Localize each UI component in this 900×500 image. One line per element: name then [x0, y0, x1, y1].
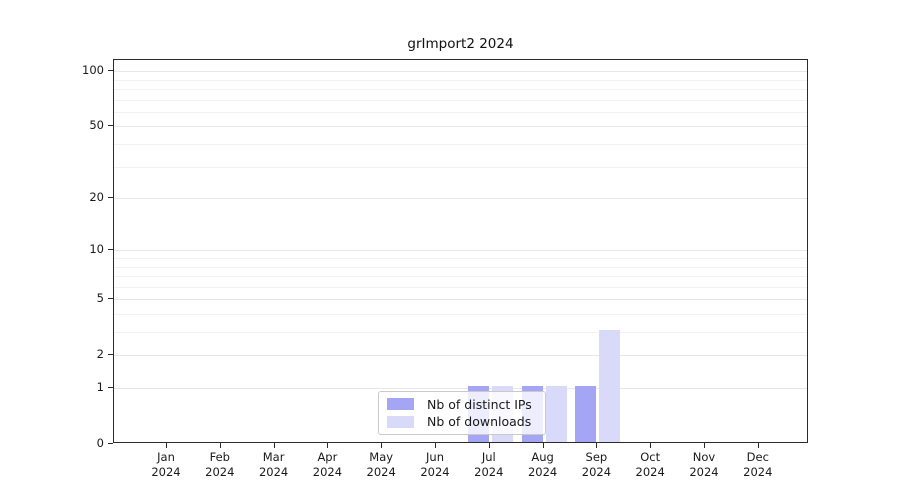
y-tick-label-5: 5 — [96, 291, 104, 306]
legend-item-label: Nb of downloads — [427, 414, 532, 430]
x-tick-month-mar: Mar — [262, 450, 285, 464]
x-tick-year-apr: 2024 — [312, 465, 343, 479]
x-tick-label-apr: Apr 2024 — [299, 450, 355, 480]
x-tick-mark-may — [381, 443, 383, 448]
y-tick-mark-0 — [108, 443, 113, 444]
x-tick-label-jun: Jun 2024 — [407, 450, 463, 480]
y-tick-mark-100 — [108, 70, 113, 72]
x-tick-year-sep: 2024 — [581, 465, 612, 479]
x-tick-label-may: May 2024 — [353, 450, 409, 480]
gridline-major-2 — [114, 355, 807, 357]
gridline-minor-7 — [114, 276, 807, 277]
x-tick-month-jan: Jan — [157, 450, 175, 464]
chart-title: grImport2 2024 — [407, 36, 514, 52]
x-tick-label-oct: Oct 2024 — [622, 450, 678, 480]
x-tick-month-may: May — [369, 450, 394, 464]
gridline-major-50 — [114, 126, 807, 128]
x-tick-month-sep: Sep — [585, 450, 608, 464]
x-tick-month-apr: Apr — [317, 450, 338, 464]
x-tick-label-aug: Aug 2024 — [515, 450, 571, 480]
gridline-minor-6 — [114, 286, 807, 288]
x-tick-month-jun: Jun — [426, 450, 444, 464]
gridline-minor-80 — [114, 89, 807, 90]
y-tick-label-1: 1 — [96, 380, 104, 394]
x-tick-year-jan: 2024 — [151, 465, 181, 479]
x-tick-label-jul: Jul 2024 — [461, 450, 517, 480]
x-tick-year-jul: 2024 — [474, 465, 504, 479]
legend-swatch-nb-of-distinct-ips — [387, 398, 414, 411]
gridline-minor-90 — [114, 79, 807, 81]
x-tick-mark-jan — [166, 443, 167, 448]
x-tick-year-oct: 2024 — [635, 465, 665, 479]
x-tick-label-sep: Sep 2024 — [568, 450, 624, 480]
bar-nb-of-distinct-ips-sep — [575, 386, 597, 442]
y-tick-label-0: 0 — [96, 436, 104, 450]
bar-nb-of-downloads-aug — [545, 386, 567, 442]
x-tick-month-jul: Jul — [481, 450, 496, 464]
legend-swatch-nb-of-downloads — [387, 415, 414, 428]
x-tick-mark-oct — [650, 443, 652, 448]
gridline-minor-9 — [114, 258, 807, 259]
x-tick-mark-feb — [219, 443, 221, 448]
gridline-minor-40 — [114, 144, 807, 145]
x-tick-month-aug: Aug — [531, 450, 554, 464]
x-tick-mark-mar — [273, 443, 275, 448]
x-tick-label-mar: Mar 2024 — [246, 450, 302, 480]
y-tick-mark-20 — [108, 197, 113, 199]
x-tick-month-oct: Oct — [640, 450, 661, 464]
x-tick-month-dec: Dec — [746, 450, 769, 464]
y-tick-mark-2 — [108, 354, 113, 356]
gridline-minor-8 — [114, 266, 807, 268]
x-tick-mark-jul — [488, 443, 490, 448]
gridline-minor-60 — [114, 111, 807, 113]
x-tick-year-jun: 2024 — [420, 465, 450, 479]
y-tick-mark-50 — [108, 125, 113, 127]
x-tick-year-feb: 2024 — [205, 465, 235, 479]
legend-item-nb-of-downloads: Nb of downloads — [387, 414, 537, 429]
y-tick-mark-1 — [108, 387, 113, 388]
x-tick-year-aug: 2024 — [527, 465, 558, 479]
x-tick-mark-sep — [596, 443, 598, 448]
x-tick-year-mar: 2024 — [258, 465, 289, 479]
x-tick-label-feb: Feb 2024 — [192, 450, 248, 480]
x-tick-label-dec: Dec 2024 — [730, 450, 786, 480]
gridline-major-20 — [114, 198, 807, 200]
x-tick-mark-aug — [542, 443, 544, 448]
x-tick-mark-nov — [704, 443, 705, 448]
plot-area — [113, 59, 808, 443]
y-tick-mark-5 — [108, 298, 113, 300]
y-tick-label-2: 2 — [96, 347, 104, 362]
y-tick-label-50: 50 — [89, 118, 104, 133]
legend-item-label: Nb of distinct IPs — [427, 396, 532, 412]
x-tick-year-may: 2024 — [366, 465, 396, 479]
x-tick-year-dec: 2024 — [743, 465, 773, 479]
legend: Nb of distinct IPs Nb of downloads — [378, 391, 546, 435]
x-tick-label-jan: Jan 2024 — [138, 450, 194, 480]
gridline-major-10 — [114, 250, 807, 252]
x-tick-year-nov: 2024 — [689, 465, 719, 479]
x-tick-mark-dec — [757, 443, 759, 448]
gridline-major-100 — [114, 71, 807, 73]
gridline-minor-3 — [114, 332, 807, 333]
gridline-minor-30 — [114, 166, 807, 168]
x-tick-month-feb: Feb — [209, 450, 230, 464]
x-tick-mark-jun — [435, 443, 436, 448]
legend-item-nb-of-distinct-ips: Nb of distinct IPs — [387, 397, 537, 412]
x-tick-label-nov: Nov 2024 — [676, 450, 732, 480]
y-tick-mark-10 — [108, 249, 113, 251]
x-tick-mark-apr — [327, 443, 329, 448]
gridline-minor-4 — [114, 314, 807, 315]
bar-nb-of-downloads-sep — [599, 330, 621, 442]
y-tick-label-20: 20 — [89, 190, 104, 205]
gridline-major-1 — [114, 388, 807, 389]
gridline-minor-70 — [114, 99, 807, 101]
y-tick-label-10: 10 — [89, 242, 104, 257]
x-tick-month-nov: Nov — [692, 450, 716, 464]
y-tick-label-100: 100 — [82, 63, 104, 78]
gridline-major-5 — [114, 299, 807, 301]
